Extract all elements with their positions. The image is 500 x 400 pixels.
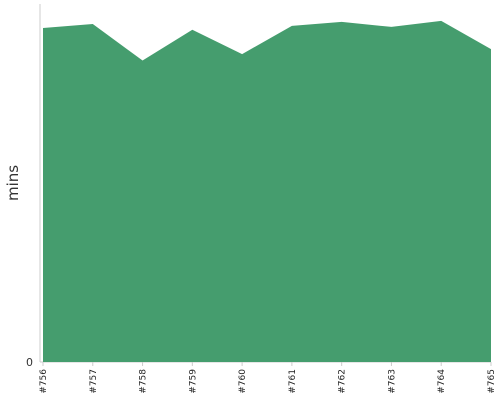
x-tick-label: #765 bbox=[487, 369, 497, 394]
x-tick-label: #761 bbox=[288, 369, 298, 394]
y-tick-label: 0 bbox=[26, 356, 33, 369]
x-tick-label: #764 bbox=[437, 369, 447, 394]
y-axis-title: mins bbox=[4, 165, 22, 201]
x-tick-label: #760 bbox=[238, 369, 248, 394]
y-axis-ticks: 0 bbox=[26, 356, 33, 369]
x-tick-label: #756 bbox=[39, 369, 49, 394]
x-tick-label: #763 bbox=[387, 369, 397, 394]
x-axis-ticks: #756 #757 #758 #759 #760 #761 #762 #763 #764 #765 bbox=[39, 362, 497, 394]
x-tick-label: #759 bbox=[188, 369, 198, 394]
x-tick-label: #757 bbox=[89, 369, 99, 394]
x-tick-label: #758 bbox=[139, 369, 149, 394]
x-tick-label: #762 bbox=[338, 369, 348, 394]
area-series bbox=[43, 20, 491, 363]
